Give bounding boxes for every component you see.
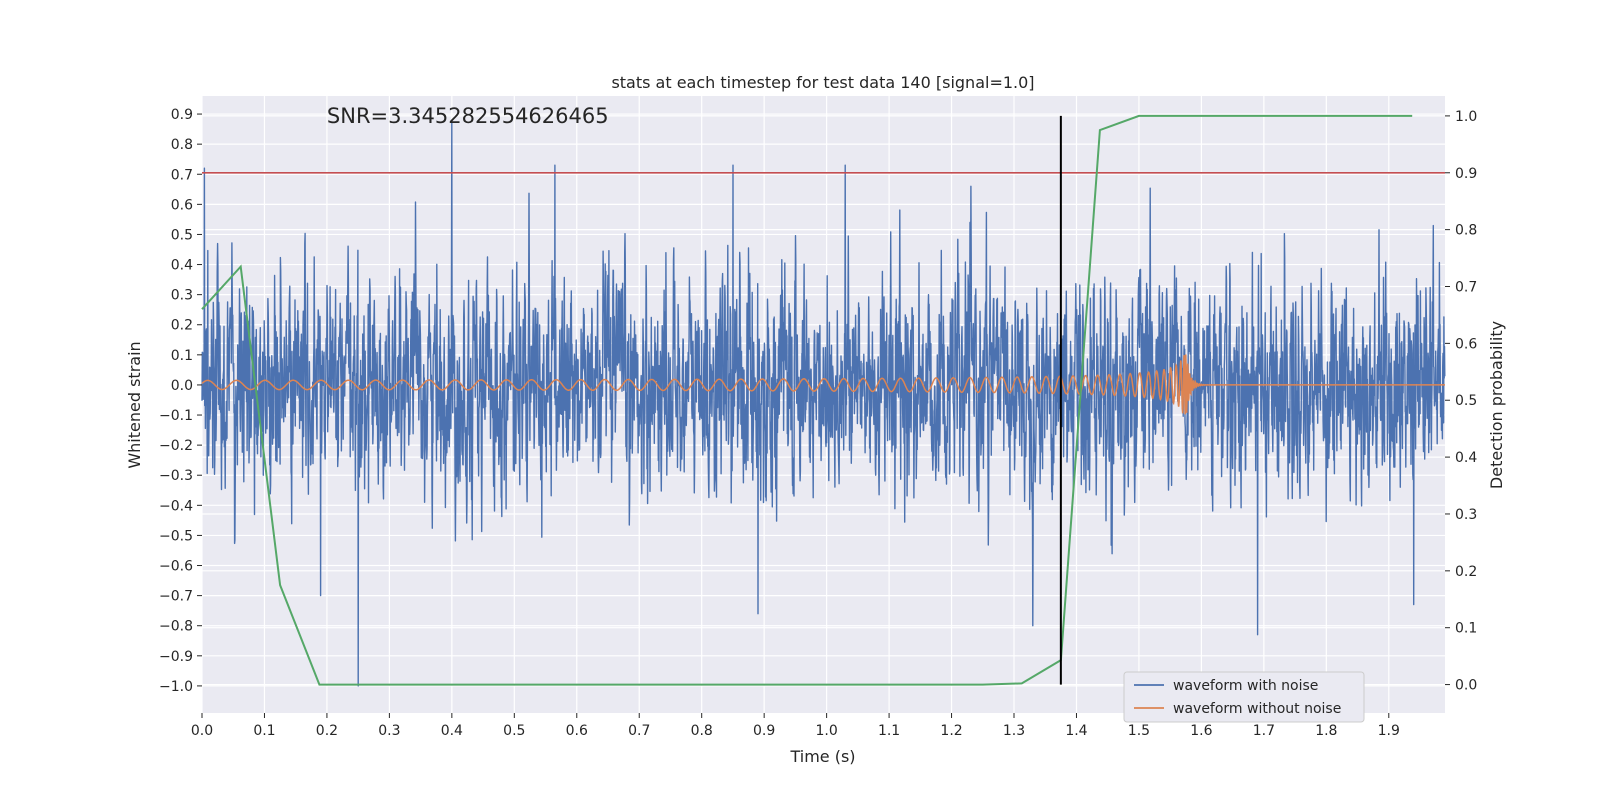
y-tick-label: −0.9 xyxy=(159,649,193,665)
y-tick-label: 0.5 xyxy=(171,227,193,243)
x-tick-label: 1.6 xyxy=(1190,723,1212,739)
legend-label-clean: waveform without noise xyxy=(1173,701,1341,717)
plot-area xyxy=(201,114,1446,687)
x-tick-label: 1.3 xyxy=(1003,723,1025,739)
x-tick-label: 0.1 xyxy=(253,723,275,739)
y-tick-label: 0.7 xyxy=(171,167,193,183)
snr-annotation: SNR=3.345282554626465 xyxy=(327,104,609,128)
y-tick-label: −0.7 xyxy=(159,589,193,605)
x-tick-label: 0.9 xyxy=(753,723,775,739)
x-tick-label: 0.8 xyxy=(691,723,713,739)
chart-title: stats at each timestep for test data 140… xyxy=(611,73,1034,92)
legend-box xyxy=(1123,671,1365,723)
y2-tick-label: 0.3 xyxy=(1455,507,1477,523)
x-tick-label: 1.0 xyxy=(815,723,837,739)
y-axis-title: Whitened strain xyxy=(125,341,144,468)
y-tick-label: −0.3 xyxy=(159,468,193,484)
x-tick-label: 0.2 xyxy=(316,723,338,739)
x-tick-label: 1.9 xyxy=(1378,723,1400,739)
x-tick-label: 0.4 xyxy=(441,723,463,739)
x-tick-label: 0.7 xyxy=(628,723,650,739)
detection-probability-line xyxy=(201,114,1413,686)
y-tick-label: 0.1 xyxy=(171,348,193,364)
y-tick-label: −0.5 xyxy=(159,528,193,544)
y-tick-label: 0.6 xyxy=(171,197,193,213)
y2-tick-label: 0.8 xyxy=(1455,223,1477,239)
y-tick-label: −0.6 xyxy=(159,559,193,575)
y-tick-label: 0.8 xyxy=(171,137,193,153)
y-tick-label: 0.4 xyxy=(171,258,193,274)
y-tick-label: 0.3 xyxy=(171,288,193,304)
y2-tick-label: 0.2 xyxy=(1455,564,1477,580)
y-tick-label: 0.9 xyxy=(171,107,193,123)
y2-tick-label: 0.9 xyxy=(1455,166,1477,182)
y2-tick-label: 0.7 xyxy=(1455,280,1477,296)
y2-tick-label: 0.5 xyxy=(1455,393,1477,409)
legend: waveform with noise waveform without noi… xyxy=(1123,671,1365,723)
x-tick-label: 1.2 xyxy=(940,723,962,739)
clean-waveform-line xyxy=(201,354,1445,415)
y-tick-label: 0.2 xyxy=(171,318,193,334)
y2-axis-title: Detection probability xyxy=(1487,321,1506,489)
y2-tick-label: 1.0 xyxy=(1455,109,1477,125)
y-tick-label: −1.0 xyxy=(159,679,193,695)
x-tick-label: 0.3 xyxy=(378,723,400,739)
legend-label-noise: waveform with noise xyxy=(1173,678,1318,694)
x-axis-title: Time (s) xyxy=(789,747,855,766)
y2-tick-label: 0.6 xyxy=(1455,336,1477,352)
x-tick-label: 1.1 xyxy=(878,723,900,739)
y2-tick-label: 0.4 xyxy=(1455,450,1477,466)
x-tick-label: 1.5 xyxy=(1128,723,1150,739)
y-tick-label: −0.8 xyxy=(159,619,193,635)
y-tick-label: −0.1 xyxy=(159,408,193,424)
y2-tick-label: 0.1 xyxy=(1455,621,1477,637)
y-tick-label: −0.2 xyxy=(159,438,193,454)
y-tick-label: −0.4 xyxy=(159,498,193,514)
x-tick-label: 0.0 xyxy=(191,723,213,739)
y-tick-label: 0.0 xyxy=(171,378,193,394)
x-tick-label: 1.8 xyxy=(1315,723,1337,739)
x-tick-label: 0.5 xyxy=(503,723,525,739)
x-tick-label: 1.4 xyxy=(1065,723,1087,739)
x-tick-label: 1.7 xyxy=(1253,723,1275,739)
axes: 0.0 0.1 0.2 0.3 0.4 0.5 0.6 0.7 0.8 0.9 1.0 1.1 1.2 1… xyxy=(159,107,1477,739)
x-tick-label: 0.6 xyxy=(566,723,588,739)
y2-tick-label: 0.0 xyxy=(1455,678,1477,694)
